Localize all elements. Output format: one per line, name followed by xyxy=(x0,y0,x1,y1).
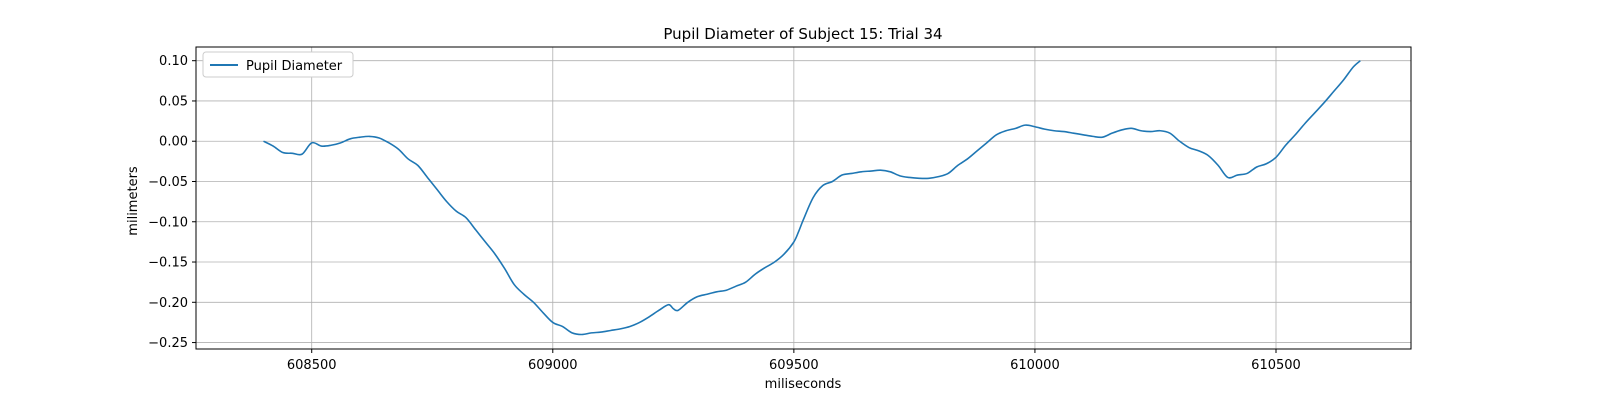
y-tick-label: −0.25 xyxy=(148,336,188,351)
y-tick-label: −0.05 xyxy=(148,175,188,190)
series-line-pupil-diameter xyxy=(263,60,1361,336)
x-tick-label: 610500 xyxy=(1251,358,1301,373)
x-tick-label: 608500 xyxy=(287,358,337,373)
legend-box xyxy=(202,51,354,78)
y-tick-label: 0.10 xyxy=(159,54,188,69)
y-tick-label: −0.10 xyxy=(148,215,188,230)
plot-frame xyxy=(195,46,1412,350)
grid-layer xyxy=(196,47,1411,349)
chart-title: Pupil Diameter of Subject 15: Trial 34 xyxy=(663,25,942,43)
y-tick-label: −0.20 xyxy=(148,296,188,311)
x-axis-label: miliseconds xyxy=(765,377,842,392)
legend-label: Pupil Diameter xyxy=(246,59,343,74)
series-layer xyxy=(263,60,1361,336)
legend: Pupil Diameter xyxy=(202,51,354,78)
tick-layer: 608500 609000 609500 610000 610500 0.10 0.05 0.… xyxy=(148,54,1301,373)
y-tick-label: 0.00 xyxy=(159,135,188,150)
x-tick-label: 609000 xyxy=(528,358,578,373)
x-tick-label: 610000 xyxy=(1010,358,1060,373)
x-tick-label: 609500 xyxy=(769,358,819,373)
y-tick-label: −0.15 xyxy=(148,256,188,271)
y-axis-label: milimeters xyxy=(126,166,141,236)
y-tick-label: 0.05 xyxy=(159,94,188,109)
